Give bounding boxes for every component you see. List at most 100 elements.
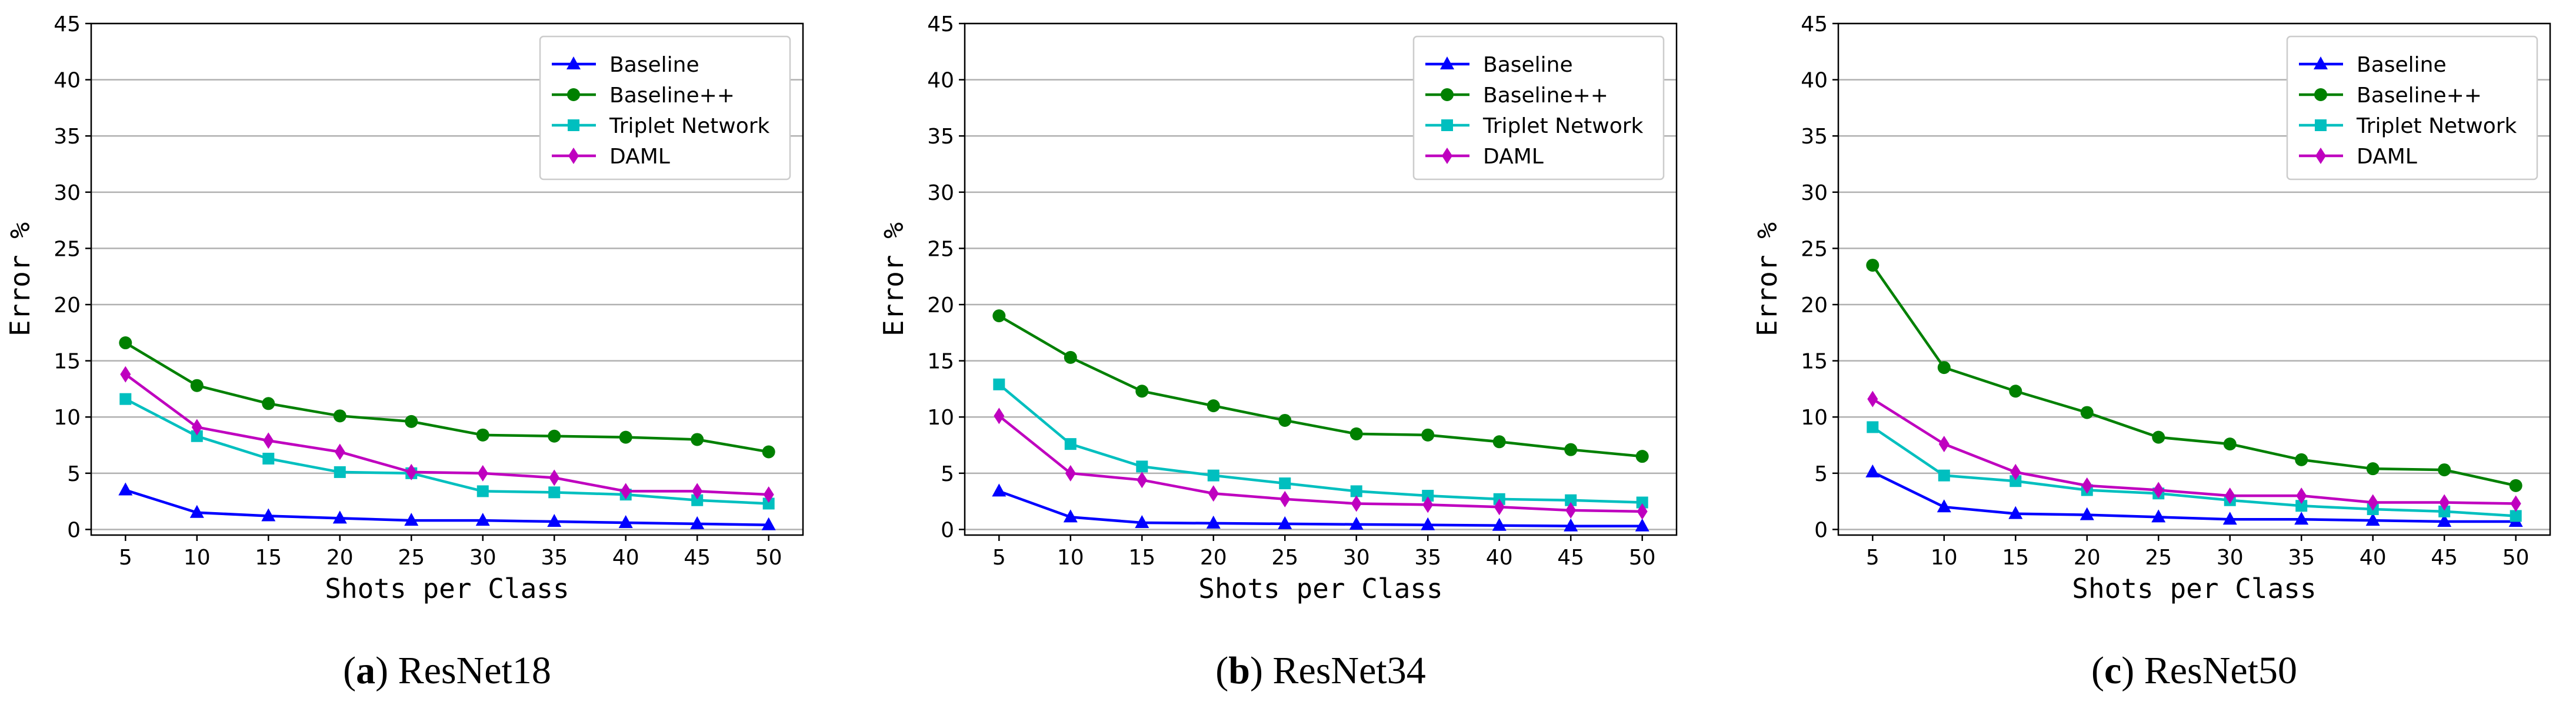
- data-point: [2151, 509, 2166, 523]
- data-point: [2010, 475, 2022, 487]
- chart-caption: (c) ResNet50: [2091, 649, 2297, 692]
- data-point: [1422, 496, 1434, 513]
- x-tick-label: 10: [1931, 546, 1958, 570]
- legend: Baseline Baseline++ Triplet Network DAML: [539, 35, 791, 181]
- x-tick-label: 35: [541, 546, 568, 570]
- y-tick-label: 20: [54, 293, 81, 318]
- data-point: [476, 485, 489, 497]
- legend-label: Baseline++: [609, 83, 735, 108]
- x-tick-label: 5: [119, 546, 132, 570]
- data-point: [2152, 430, 2165, 444]
- legend-label: DAML: [609, 145, 670, 169]
- x-tick-label: 30: [1343, 546, 1370, 570]
- y-tick-label: 15: [54, 350, 81, 374]
- legend-box: [539, 35, 791, 181]
- data-point: [190, 379, 204, 392]
- legend-label: Baseline: [609, 53, 699, 77]
- y-tick-label: 10: [927, 406, 954, 430]
- data-point: [1867, 421, 1879, 433]
- x-tick-label: 15: [1128, 546, 1155, 570]
- data-point: [2294, 512, 2309, 525]
- series-line: [1871, 264, 2517, 487]
- series-line: [998, 315, 1642, 458]
- data-point: [406, 463, 417, 480]
- data-point: [2080, 406, 2094, 419]
- x-tick-label: 5: [992, 546, 1006, 570]
- y-tick-label: 5: [67, 462, 81, 486]
- data-point: [2223, 437, 2237, 451]
- x-tick-label: 50: [1629, 546, 1656, 570]
- legend-marker: [568, 119, 579, 131]
- legend-label: Baseline: [2357, 53, 2447, 77]
- data-point: [1938, 469, 1950, 482]
- data-point: [761, 517, 776, 530]
- y-tick-label: 0: [1814, 518, 1828, 542]
- y-tick-label: 45: [927, 12, 954, 36]
- legend-box: [1412, 35, 1665, 181]
- legend-label: Triplet Network: [609, 114, 770, 138]
- axes-frame: [1837, 22, 2551, 536]
- data-point: [334, 443, 345, 460]
- data-point: [548, 486, 561, 499]
- series-line: [998, 415, 1642, 513]
- data-point: [2509, 479, 2522, 492]
- data-point: [1636, 496, 1648, 509]
- data-point: [549, 469, 560, 486]
- legend-label: DAML: [1483, 145, 1544, 169]
- y-tick-label: 30: [54, 181, 81, 205]
- series-line: [1872, 397, 2516, 505]
- data-point: [2296, 487, 2307, 504]
- x-tick-label: 40: [612, 546, 639, 570]
- data-point: [405, 415, 418, 428]
- data-point: [1637, 503, 1648, 520]
- series-line: [1872, 426, 2516, 517]
- x-tick-label: 30: [469, 546, 496, 570]
- y-tick-label: 35: [927, 125, 954, 149]
- data-point: [332, 510, 347, 524]
- x-tick-label: 40: [1486, 546, 1513, 570]
- legend: Baseline Baseline++ Triplet Network DAML: [2286, 35, 2538, 181]
- series-line: [998, 490, 1642, 527]
- data-point: [548, 429, 561, 443]
- x-tick-label: 25: [2145, 546, 2172, 570]
- data-point: [1351, 495, 1362, 512]
- data-point: [1137, 472, 1148, 489]
- data-point: [1866, 259, 1879, 272]
- legend-label: DAML: [2357, 145, 2417, 169]
- data-point: [2438, 505, 2451, 517]
- y-tick-label: 35: [1801, 125, 1828, 149]
- data-point: [1635, 518, 1649, 532]
- data-point: [620, 483, 631, 500]
- data-point: [618, 514, 633, 528]
- data-point: [763, 486, 774, 503]
- data-point: [994, 407, 1005, 425]
- legend-label: Baseline++: [2357, 83, 2482, 108]
- series-line: [1872, 470, 2516, 523]
- x-axis-label: Shots per Class: [2072, 573, 2316, 604]
- chart-panel-a: 0 5 10 15 20 25 30 35 40 45 5 10 15 20 25 30 35 40 45 50 Sho…: [4, 12, 804, 692]
- data-point: [1136, 460, 1148, 473]
- x-tick-label: 15: [2002, 546, 2029, 570]
- data-point: [1867, 390, 1878, 407]
- data-point: [2010, 463, 2021, 480]
- data-point: [191, 430, 203, 442]
- data-point: [1421, 428, 1435, 442]
- data-point: [2295, 453, 2308, 466]
- data-point: [2080, 507, 2094, 520]
- data-point: [619, 430, 632, 444]
- y-tick-label: 20: [927, 293, 954, 318]
- data-point: [477, 465, 488, 482]
- y-tick-label: 20: [1801, 293, 1828, 318]
- data-point: [1206, 515, 1221, 529]
- data-point: [2365, 513, 2380, 526]
- x-tick-label: 45: [2431, 546, 2458, 570]
- data-point: [1065, 465, 1076, 482]
- y-tick-label: 0: [941, 518, 954, 542]
- data-point: [1349, 516, 1364, 530]
- y-tick-label: 40: [927, 69, 954, 93]
- y-tick-label: 25: [54, 237, 81, 261]
- x-tick-label: 25: [1271, 546, 1298, 570]
- y-tick-label: 45: [1801, 12, 1828, 36]
- y-axis-label: Error %: [4, 222, 36, 336]
